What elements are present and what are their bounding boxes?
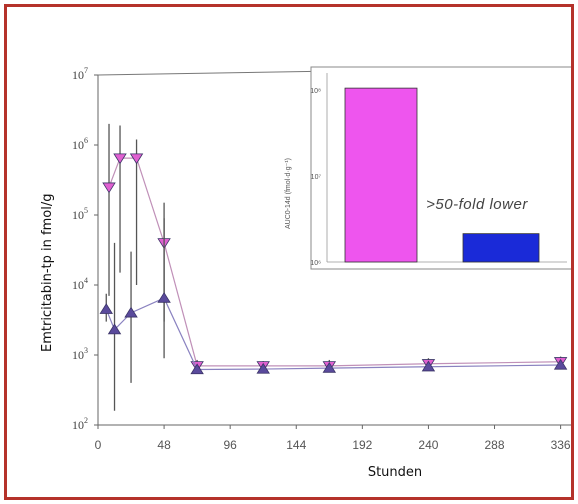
data-point-1-3 — [157, 291, 171, 303]
y-tick-label-1: 103 — [72, 346, 88, 362]
y-ticks: 102 103 104 105 106 107 — [72, 66, 98, 432]
figure-frame: 102 103 104 105 106 107 0 48 96 144 192 240 288 336 … — [4, 4, 574, 500]
inset-bar-chart: AUC0-14d (fmol·d·g⁻¹) 10⁸ 10⁷ 10⁶ >50-fo… — [285, 66, 571, 270]
series-1 — [99, 218, 568, 411]
x-axis-title: Stunden — [368, 465, 422, 480]
x-tick-label-0: 0 — [95, 438, 102, 452]
y-tick-label-5: 107 — [72, 66, 88, 82]
data-point-1-0 — [99, 303, 113, 314]
y-axis-title: Emtricitabin-tp in fmol/g — [40, 194, 55, 352]
x-tick-label-6: 288 — [485, 438, 505, 452]
data-point-0-2 — [129, 153, 144, 165]
data-point-1-1 — [107, 323, 122, 335]
data-point-1-4 — [190, 363, 204, 375]
inset-tick-label-bottom: 10⁶ — [310, 260, 321, 267]
x-ticks: 0 48 96 144 192 240 288 336 — [95, 425, 571, 452]
inset-tick-label-top: 10⁸ — [310, 88, 321, 95]
data-point-0-0 — [102, 182, 116, 194]
fold-annotation: >50-fold lower — [426, 196, 528, 213]
data-point-1-2 — [124, 306, 138, 318]
inset-y-axis-title: AUC0-14d (fmol·d·g⁻¹) — [285, 158, 292, 229]
inset-tick-label-mid: 10⁷ — [311, 174, 322, 181]
y-tick-label-4: 106 — [72, 136, 88, 152]
inset-bars — [344, 87, 540, 263]
x-tick-label-4: 192 — [352, 438, 372, 452]
inset-bar-1 — [462, 233, 540, 263]
x-tick-label-2: 96 — [223, 438, 237, 452]
data-point-1-8 — [553, 358, 568, 370]
main-plot: 102 103 104 105 106 107 0 48 96 144 192 240 288 336 — [72, 66, 571, 452]
x-tick-label-1: 48 — [157, 438, 171, 452]
data-point-1-6 — [322, 361, 337, 373]
y-tick-label-3: 105 — [72, 206, 88, 222]
x-tick-label-3: 144 — [286, 438, 306, 452]
data-point-1-5 — [256, 362, 270, 374]
inset-bar-0 — [344, 87, 418, 263]
x-tick-label-7: 336 — [551, 438, 571, 452]
y-tick-label-2: 104 — [72, 276, 88, 292]
data-point-1-7 — [421, 360, 436, 372]
series-line-1 — [105, 297, 561, 371]
x-tick-label-5: 240 — [418, 438, 438, 452]
series-layer — [99, 123, 568, 411]
data-point-0-1 — [113, 153, 127, 165]
y-tick-label-0: 102 — [72, 416, 88, 432]
